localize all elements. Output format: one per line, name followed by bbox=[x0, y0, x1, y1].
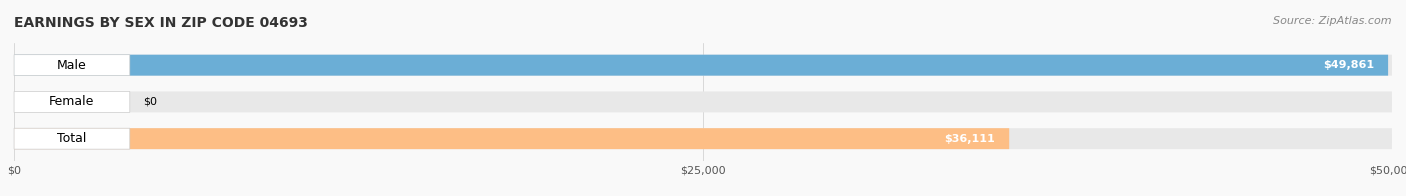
FancyBboxPatch shape bbox=[14, 55, 1392, 76]
FancyBboxPatch shape bbox=[14, 92, 1392, 112]
FancyBboxPatch shape bbox=[14, 92, 129, 112]
FancyBboxPatch shape bbox=[14, 128, 1010, 149]
Text: Source: ZipAtlas.com: Source: ZipAtlas.com bbox=[1274, 16, 1392, 26]
Text: Male: Male bbox=[58, 59, 87, 72]
FancyBboxPatch shape bbox=[14, 128, 129, 149]
Text: $0: $0 bbox=[143, 97, 157, 107]
Text: EARNINGS BY SEX IN ZIP CODE 04693: EARNINGS BY SEX IN ZIP CODE 04693 bbox=[14, 16, 308, 30]
FancyBboxPatch shape bbox=[14, 128, 1392, 149]
Text: $36,111: $36,111 bbox=[945, 134, 995, 144]
Text: Female: Female bbox=[49, 95, 94, 108]
FancyBboxPatch shape bbox=[14, 55, 129, 76]
Text: Total: Total bbox=[58, 132, 87, 145]
Text: $49,861: $49,861 bbox=[1323, 60, 1374, 70]
FancyBboxPatch shape bbox=[14, 55, 1388, 76]
